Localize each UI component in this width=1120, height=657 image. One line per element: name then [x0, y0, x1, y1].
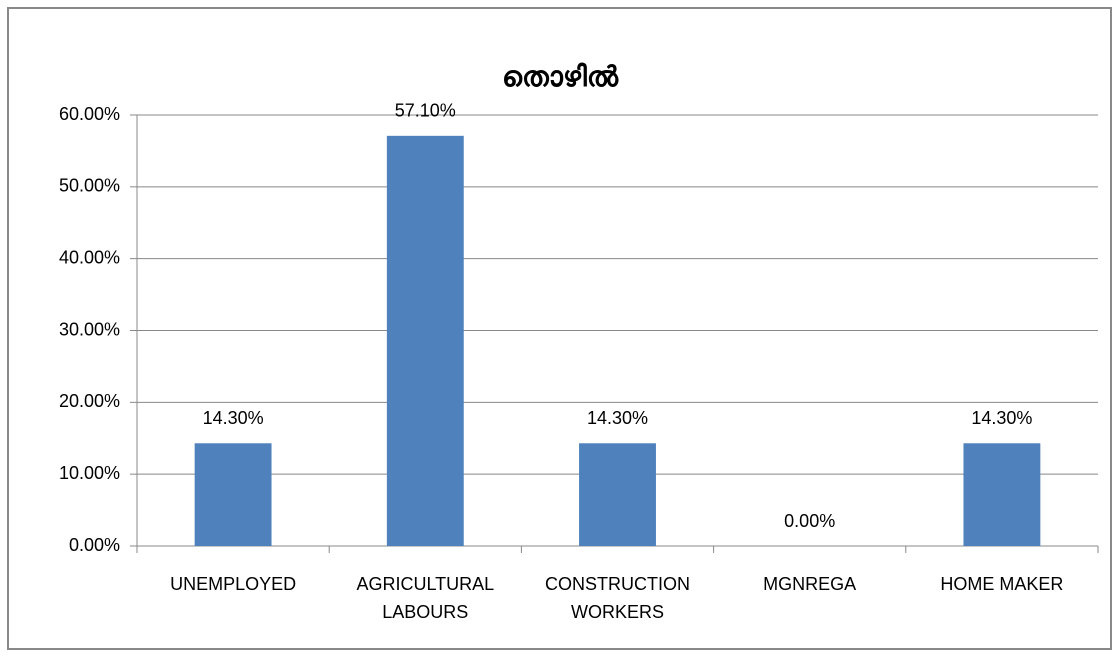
chart-border — [7, 7, 1112, 650]
x-tick-label: CONSTRUCTION WORKERS — [545, 574, 690, 622]
x-tick-label: MGNREGA — [763, 574, 857, 594]
x-tick-label: HOME MAKER — [940, 574, 1064, 594]
bar — [579, 443, 656, 546]
chart-title: തൊഴിൽ — [502, 60, 619, 93]
value-label: 14.30% — [203, 408, 264, 428]
y-tick-label: 20.00% — [59, 391, 120, 411]
bar — [386, 135, 464, 546]
y-tick-label: 30.00% — [59, 319, 120, 339]
bar — [194, 443, 272, 546]
bar — [963, 443, 1041, 546]
value-label: 14.30% — [971, 408, 1032, 428]
y-tick-label: 50.00% — [59, 176, 120, 196]
y-tick-label: 0.00% — [69, 535, 120, 555]
value-label: 0.00% — [784, 511, 835, 531]
value-label: 14.30% — [587, 408, 648, 428]
y-tick-label: 40.00% — [59, 247, 120, 267]
y-tick-label: 60.00% — [59, 104, 120, 124]
value-label: 57.10% — [395, 101, 456, 121]
x-tick-label: UNEMPLOYED — [170, 574, 297, 594]
x-tick-label: AGRICULTURAL LABOURS — [356, 574, 495, 622]
y-tick-label: 10.00% — [59, 463, 120, 483]
